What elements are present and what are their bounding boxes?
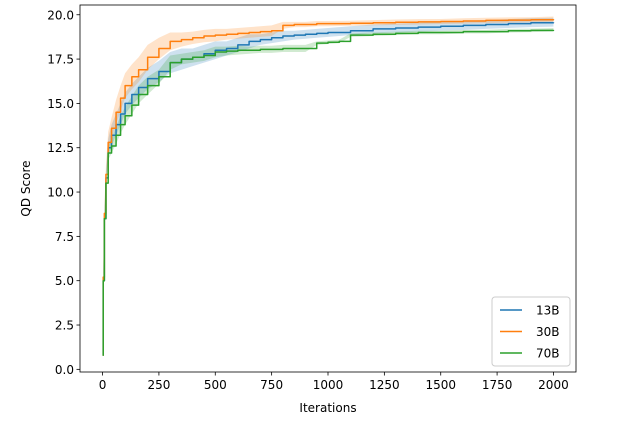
series-lines [102,18,555,356]
y-tick-label: 15.0 [47,97,74,111]
confidence-bands [102,16,554,356]
y-tick-label: 12.5 [47,141,74,155]
x-tick-label: 2000 [538,378,569,392]
y-tick-label: 2.5 [55,319,74,333]
legend-box [491,296,571,367]
y-tick-label: 7.5 [55,230,74,244]
x-axis-label: Iterations [299,401,356,415]
y-axis-label: QD Score [19,160,33,216]
legend-label-30b: 30B [536,325,560,339]
line-13b [102,21,555,356]
y-tick-label: 10.0 [47,186,74,200]
y-tick-label: 0.0 [55,363,74,377]
y-axis-ticks: 0.0 2.5 5.0 7.5 10.0 12.5 15.0 17.5 20.0 [47,8,80,377]
x-tick-label: 1750 [482,378,513,392]
y-tick-label: 20.0 [47,8,74,22]
x-tick-label: 1500 [425,378,456,392]
band-30b [102,16,554,356]
x-axis-ticks: 0 250 500 750 1000 1250 1500 1750 2000 [99,372,569,392]
x-tick-label: 750 [260,378,283,392]
x-tick-label: 1250 [369,378,400,392]
legend-label-13b: 13B [536,304,560,318]
line-70b [102,29,555,356]
line-30b [102,18,555,356]
x-tick-label: 1000 [313,378,344,392]
x-tick-label: 0 [99,378,107,392]
x-tick-label: 250 [147,378,170,392]
legend-label-70b: 70B [536,347,560,361]
y-tick-label: 17.5 [47,53,74,67]
legend: 13B 30B 70B [491,296,571,367]
y-tick-label: 5.0 [55,274,74,288]
x-tick-label: 500 [204,378,227,392]
